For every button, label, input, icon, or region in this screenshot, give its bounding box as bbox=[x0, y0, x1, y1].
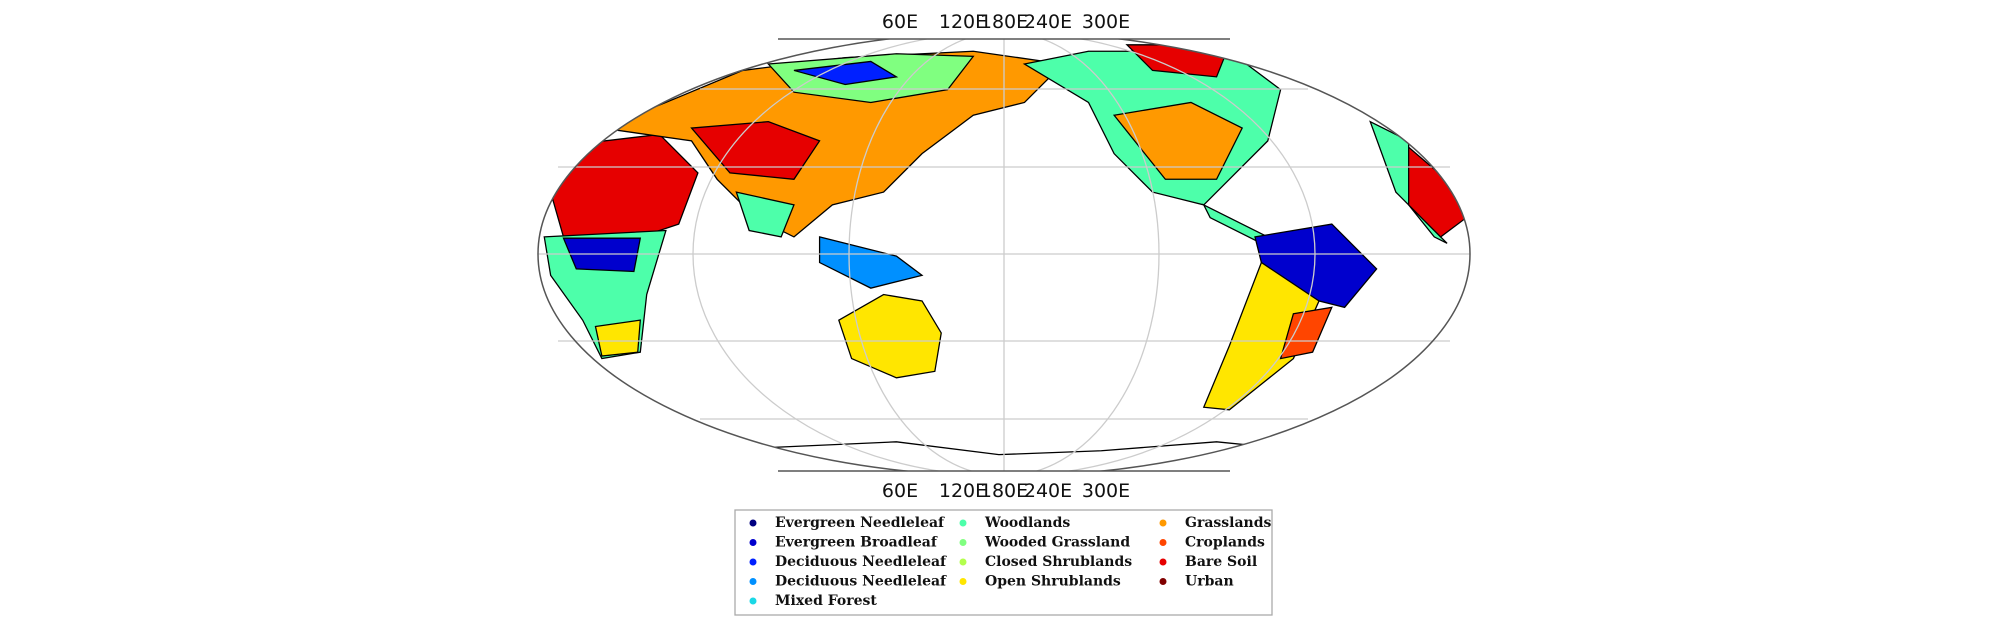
legend-label: Deciduous Needleleaf bbox=[775, 574, 947, 590]
longitude-label: 300E bbox=[1082, 11, 1130, 33]
legend-marker bbox=[959, 558, 967, 566]
legend-label: Bare Soil bbox=[1185, 554, 1257, 570]
legend-label: Wooded Grassland bbox=[984, 535, 1130, 551]
legend-marker bbox=[1159, 578, 1167, 585]
legend-label: Croplands bbox=[1185, 535, 1265, 551]
longitude-label: 240E bbox=[1024, 11, 1072, 33]
longitude-label: 60E bbox=[882, 11, 918, 33]
legend-marker bbox=[749, 519, 757, 527]
legend-marker bbox=[1159, 539, 1167, 546]
legend-marker bbox=[749, 578, 757, 585]
legend-label: Woodlands bbox=[984, 515, 1070, 531]
map bbox=[537, 38, 1471, 472]
longitude-label: 180E bbox=[980, 480, 1028, 502]
legend-marker bbox=[749, 597, 757, 605]
legend-marker bbox=[959, 539, 967, 546]
legend: Evergreen Needleleaf Evergreen Broadleaf D… bbox=[734, 509, 1273, 616]
legend-label: Open Shrublands bbox=[985, 574, 1121, 590]
legend-label: Grasslands bbox=[1185, 515, 1272, 531]
longitude-label: 300E bbox=[1082, 480, 1130, 502]
legend-marker bbox=[959, 519, 967, 527]
legend-marker bbox=[749, 558, 757, 566]
longitude-label: 120E bbox=[939, 11, 987, 33]
legend-marker bbox=[959, 578, 967, 585]
legend-marker bbox=[1159, 519, 1167, 527]
legend-frame bbox=[734, 509, 1273, 616]
graticule bbox=[538, 39, 1470, 471]
legend-marker bbox=[1159, 558, 1167, 566]
legend-label: Urban bbox=[1185, 574, 1234, 590]
legend-label: Deciduous Needleleaf bbox=[775, 554, 947, 570]
legend-marker bbox=[749, 539, 757, 546]
legend-label: Evergreen Broadleaf bbox=[775, 535, 938, 551]
longitude-label: 240E bbox=[1024, 480, 1072, 502]
legend-label: Mixed Forest bbox=[775, 593, 877, 609]
legend-label: Closed Shrublands bbox=[985, 554, 1132, 570]
legend-label: Evergreen Needleleaf bbox=[775, 515, 945, 531]
longitude-label: 180E bbox=[980, 11, 1028, 33]
longitude-label: 120E bbox=[939, 480, 987, 502]
longitude-label: 60E bbox=[882, 480, 918, 502]
